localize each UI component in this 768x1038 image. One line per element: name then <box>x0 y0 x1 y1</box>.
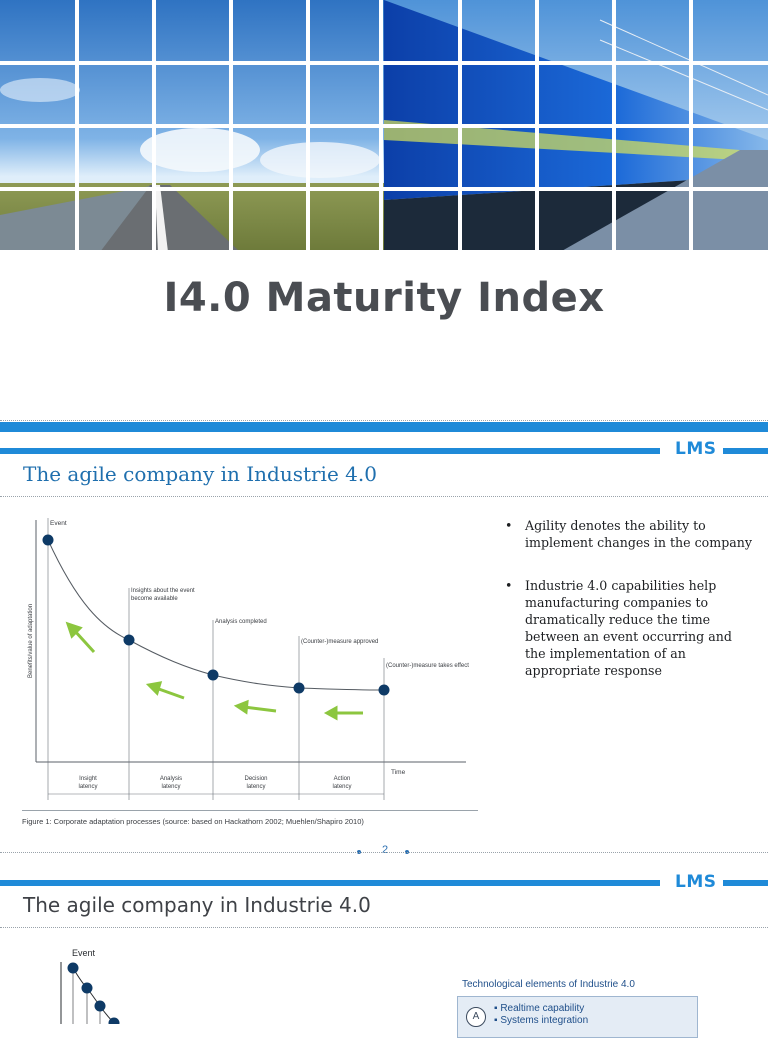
marker-action <box>378 684 390 696</box>
slide-title: The agile company in Industrie 4.0 <box>23 893 371 917</box>
figure-caption: Figure 1: Corporate adaptation processes… <box>22 817 364 826</box>
page-number: 2 <box>381 844 389 856</box>
title-underline <box>0 927 768 928</box>
slide-header-stripe-right <box>723 880 768 886</box>
marker-insight <box>123 634 135 646</box>
tech-elements-box: A Realtime capability Systems integratio… <box>457 996 698 1038</box>
bullet-list: • Agility denotes the ability to impleme… <box>505 517 755 705</box>
milestone-label-decision: (Counter-)measure approved <box>301 639 378 645</box>
slide-header-stripe-left <box>0 448 660 454</box>
marker-insight <box>81 982 93 994</box>
latency-label-insight: Insight latency <box>78 776 97 790</box>
marker-event <box>67 962 79 974</box>
tech-item: Systems integration <box>494 1015 588 1027</box>
document-title: I4.0 Maturity Index <box>163 275 605 321</box>
arrow-1-head <box>65 621 83 639</box>
arrow-3-head <box>233 699 249 715</box>
road-and-train-photo <box>0 0 768 252</box>
latency-label-decision: Decision latency <box>244 776 267 790</box>
lms-logo: LMS <box>675 439 717 459</box>
title-underline <box>0 496 768 497</box>
value-curve <box>47 539 385 691</box>
bullet-item: • Industrie 4.0 capabilities help manufa… <box>505 577 755 679</box>
milestone-label-analysis: Analysis completed <box>215 619 267 625</box>
marker-decision <box>293 682 305 694</box>
arrow-2-head <box>145 681 163 696</box>
bullet-text: Agility denotes the ability to implement… <box>525 518 752 550</box>
tech-items-list: Realtime capability Systems integration <box>494 1003 588 1027</box>
category-badge: A <box>466 1007 486 1027</box>
latency-curve-diagram: Benefits/value of adaptation Time Event … <box>28 518 469 800</box>
adaptation-process-figure: Benefits/value of adaptation Time Event … <box>22 508 478 810</box>
latency-label-analysis: Analysis latency <box>160 776 182 790</box>
figure-caption-rule <box>22 810 478 811</box>
arrow-1 <box>72 628 96 654</box>
arrow-3 <box>243 705 277 713</box>
milestone-label-action: (Counter-)measure takes effect <box>386 663 469 669</box>
slide-title: The agile company in Industrie 4.0 <box>23 462 377 486</box>
tech-elements-label: Technological elements of Industrie 4.0 <box>462 979 635 990</box>
arrow-4-head <box>323 705 338 721</box>
marker-event <box>42 534 54 546</box>
slide-separator <box>0 852 768 853</box>
slide-header-stripe-left <box>0 880 660 886</box>
event-label: Event <box>50 520 67 527</box>
improvement-arrows <box>65 621 363 721</box>
milestone-label-insight: Insights about the event become availabl… <box>131 588 196 602</box>
arrow-2 <box>155 686 185 700</box>
marker-analysis <box>207 669 219 681</box>
y-axis-label: Benefits/value of adaptation <box>28 604 34 678</box>
bullet-item: • Agility denotes the ability to impleme… <box>505 517 755 551</box>
latency-curve-diagram-small: Event <box>60 948 120 1024</box>
event-label: Event <box>72 948 96 958</box>
marker-analysis <box>94 1000 106 1012</box>
slide-top-border <box>0 420 768 421</box>
marker-decision <box>108 1017 120 1024</box>
slide-header-bar <box>0 422 768 432</box>
bullet-text: Industrie 4.0 capabilities help manufact… <box>525 578 732 678</box>
slide-header-stripe-right <box>723 448 768 454</box>
latency-label-action: Action latency <box>332 776 351 790</box>
lms-logo: LMS <box>675 872 717 892</box>
x-axis-label: Time <box>391 769 406 776</box>
bullet-marker: • <box>505 578 513 593</box>
tech-item: Realtime capability <box>494 1003 588 1015</box>
bullet-marker: • <box>505 518 513 533</box>
cover-image-mosaic <box>0 0 768 252</box>
